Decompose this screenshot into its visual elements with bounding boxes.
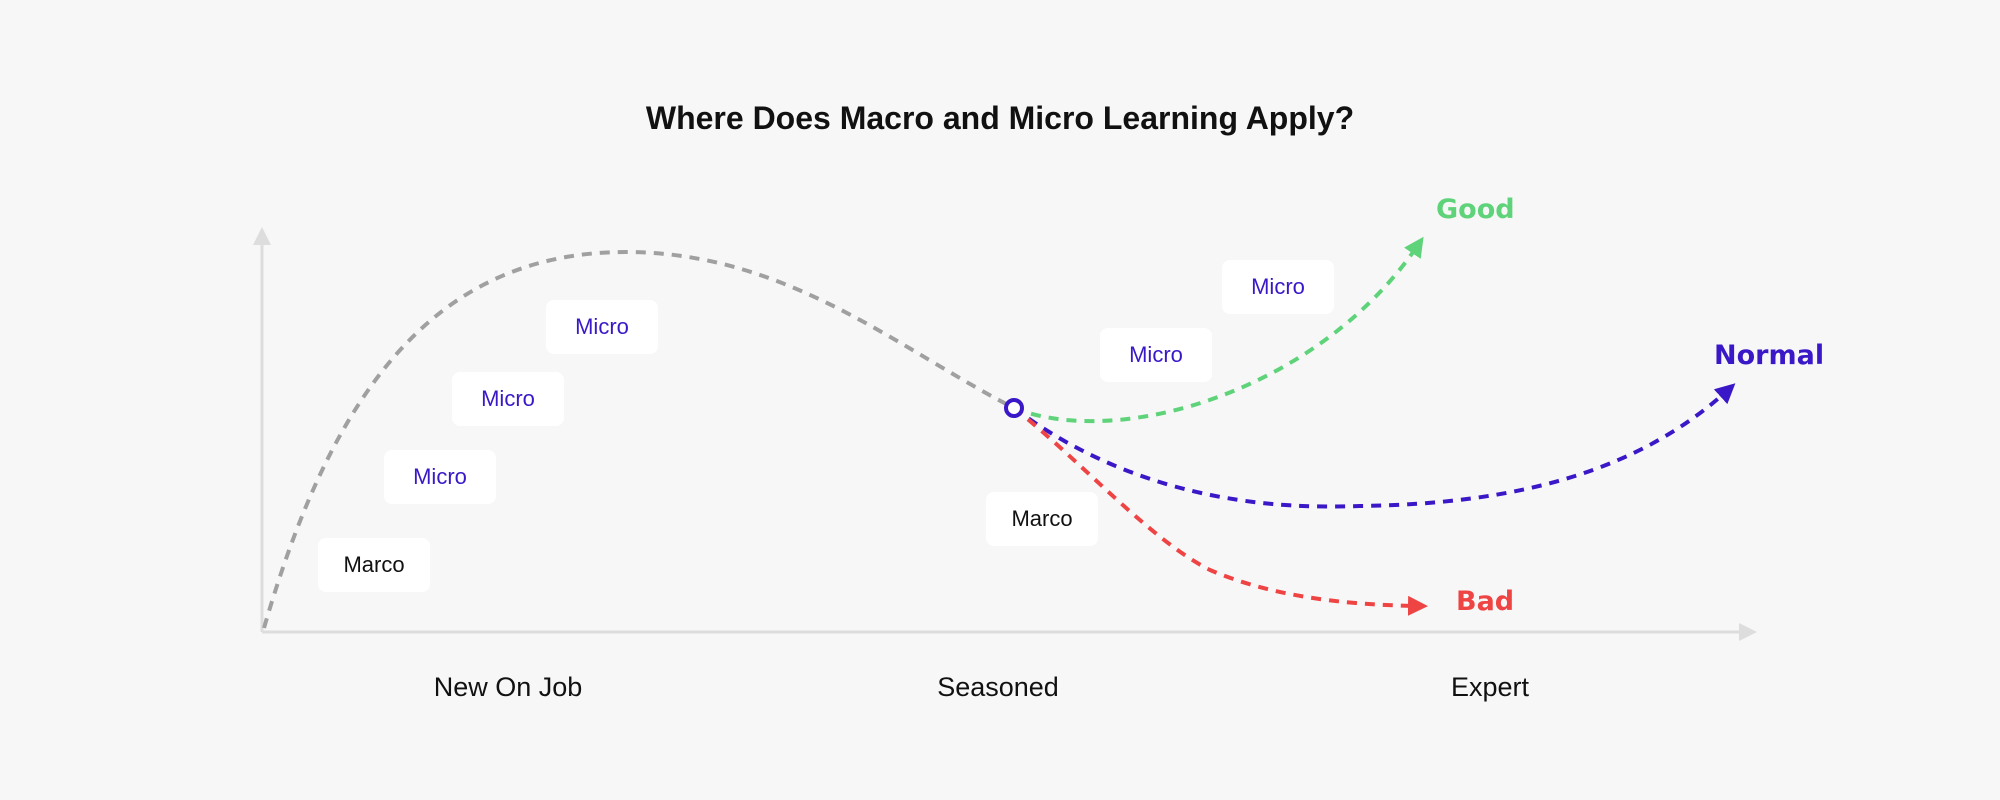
micro-box-new-2: Micro [452, 372, 564, 426]
bad-branch [1012, 406, 1428, 616]
micro-box-new-1: Micro [384, 450, 496, 504]
micro-box-seasoned-2: Micro [1222, 260, 1334, 314]
good-branch [1013, 236, 1424, 424]
bad-label: Bad [1456, 586, 1515, 617]
learning-curve [262, 249, 1015, 629]
stage-label-expert: Expert [1450, 672, 1530, 702]
macro-box-new-on-job: Marco [318, 538, 430, 592]
stage-label-seasoned: Seasoned [937, 672, 1059, 702]
stage-label-new-on-job: New On Job [433, 672, 583, 702]
macro-box-seasoned: Marco [986, 492, 1098, 546]
normal-branch [1012, 383, 1736, 509]
branch-point [1004, 398, 1024, 418]
micro-box-seasoned-1: Micro [1100, 328, 1212, 382]
micro-box-new-3: Micro [546, 300, 658, 354]
diagram-title: Where Does Macro and Micro Learning Appl… [645, 100, 1355, 136]
normal-label: Normal [1714, 340, 1825, 371]
good-label: Good [1436, 194, 1515, 225]
